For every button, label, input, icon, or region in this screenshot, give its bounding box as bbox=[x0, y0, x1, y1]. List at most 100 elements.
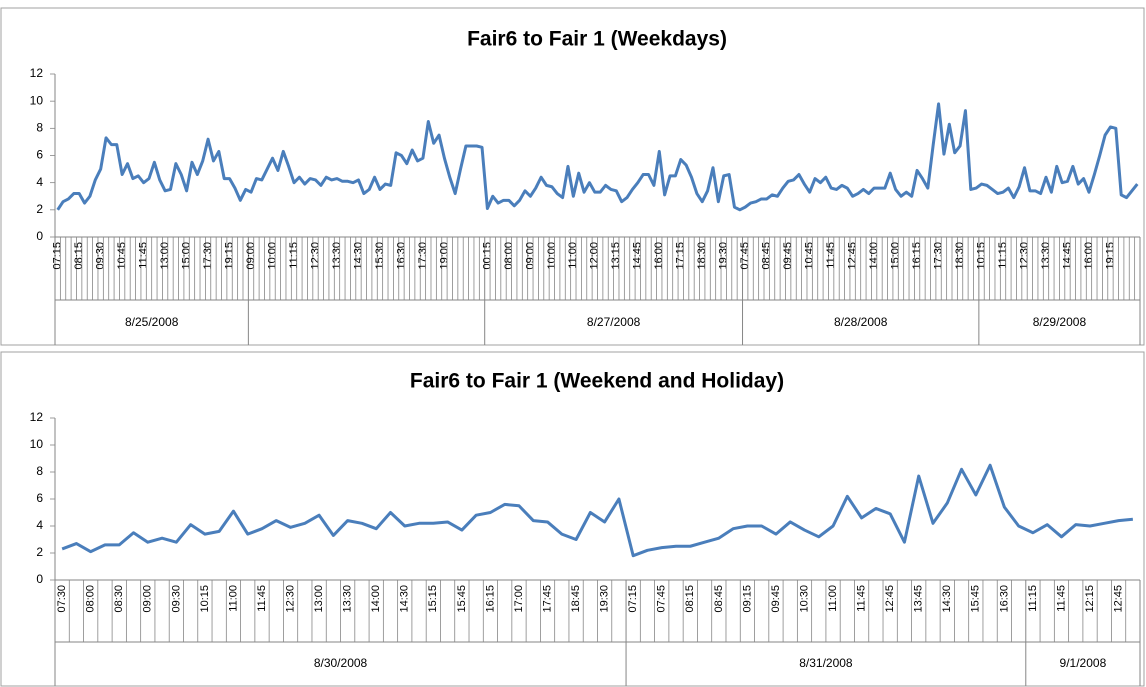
data-line bbox=[56, 102, 1139, 212]
x-tick-label: 17:30 bbox=[417, 242, 429, 270]
x-tick-label: 14:00 bbox=[868, 242, 880, 270]
x-tick-label: 13:45 bbox=[913, 585, 925, 613]
x-tick-label: 10:45 bbox=[804, 242, 816, 270]
x-tick-label: 14:30 bbox=[399, 585, 411, 613]
x-tick-label: 16:15 bbox=[911, 242, 923, 270]
x-tick-label: 12:30 bbox=[309, 242, 321, 270]
x-tick-label: 07:30 bbox=[56, 585, 68, 613]
x-tick-label: 14:00 bbox=[370, 585, 382, 613]
x-tick-label: 10:30 bbox=[798, 585, 810, 613]
x-tick-label: 19:30 bbox=[599, 585, 611, 613]
x-tick-label: 15:00 bbox=[890, 242, 902, 270]
x-tick-label: 15:45 bbox=[456, 585, 468, 613]
x-tick-label: 11:15 bbox=[1027, 585, 1039, 612]
x-tick-label: 18:30 bbox=[696, 242, 708, 270]
chart-panel bbox=[0, 351, 1145, 687]
y-tick-label: 6 bbox=[36, 491, 43, 505]
x-tick-label: 12:00 bbox=[589, 242, 601, 270]
x-tick-label: 14:30 bbox=[352, 242, 364, 270]
x-tick-label: 11:45 bbox=[138, 242, 150, 269]
x-tick-label: 17:00 bbox=[513, 585, 525, 613]
x-tick-label: 11:00 bbox=[227, 585, 239, 612]
x-tick-label: 17:15 bbox=[675, 242, 687, 270]
y-tick-label: 4 bbox=[36, 175, 43, 189]
x-tick-label: 12:30 bbox=[1018, 242, 1030, 270]
y-tick-label: 0 bbox=[36, 229, 43, 243]
x-tick-label: 09:45 bbox=[770, 585, 782, 613]
x-tick-label: 10:15 bbox=[975, 242, 987, 270]
x-tick-label: 11:15 bbox=[997, 242, 1009, 269]
x-tick-label: 19:00 bbox=[438, 242, 450, 270]
x-tick-label: 16:30 bbox=[998, 585, 1010, 613]
y-tick-label: 12 bbox=[30, 66, 44, 80]
x-tick-label: 14:45 bbox=[1061, 242, 1073, 270]
x-tick-label: 09:00 bbox=[245, 242, 257, 270]
x-tick-label: 13:15 bbox=[610, 242, 622, 270]
group-label: 8/25/2008 bbox=[125, 315, 179, 329]
group-label: 8/27/2008 bbox=[587, 315, 641, 329]
y-tick-label: 4 bbox=[36, 518, 43, 532]
x-tick-label: 18:45 bbox=[570, 585, 582, 613]
x-tick-label: 12:45 bbox=[847, 242, 859, 270]
x-tick-label: 12:45 bbox=[1112, 585, 1124, 613]
x-tick-label: 07:45 bbox=[739, 242, 751, 270]
x-tick-label: 07:45 bbox=[656, 585, 668, 613]
x-tick-label: 17:45 bbox=[541, 585, 553, 613]
x-tick-label: 11:45 bbox=[256, 585, 268, 612]
y-tick-label: 12 bbox=[30, 410, 44, 424]
x-tick-label: 19:30 bbox=[718, 242, 730, 270]
group-label: 8/29/2008 bbox=[1033, 315, 1087, 329]
y-tick-label: 0 bbox=[36, 572, 43, 586]
x-tick-label: 11:45 bbox=[856, 585, 868, 612]
x-tick-label: 16:00 bbox=[1083, 242, 1095, 270]
y-tick-label: 2 bbox=[36, 545, 43, 559]
x-tick-label: 18:30 bbox=[954, 242, 966, 270]
x-tick-label: 08:30 bbox=[113, 585, 125, 613]
data-line bbox=[61, 463, 1134, 558]
x-tick-label: 11:45 bbox=[825, 242, 837, 269]
group-label: 9/1/2008 bbox=[1060, 656, 1107, 670]
x-tick-label: 16:00 bbox=[653, 242, 665, 270]
x-tick-label: 15:00 bbox=[181, 242, 193, 270]
x-tick-label: 10:00 bbox=[546, 242, 558, 270]
x-tick-label: 08:15 bbox=[684, 585, 696, 613]
chart-title: Fair6 to Fair 1 (Weekend and Holiday) bbox=[410, 370, 784, 393]
y-tick-label: 10 bbox=[30, 93, 44, 107]
x-tick-label: 13:30 bbox=[1040, 242, 1052, 270]
x-tick-label: 08:45 bbox=[713, 585, 725, 613]
x-tick-label: 11:15 bbox=[288, 242, 300, 269]
x-tick-label: 08:45 bbox=[761, 242, 773, 270]
x-tick-label: 07:15 bbox=[627, 585, 639, 613]
x-tick-label: 14:30 bbox=[941, 585, 953, 613]
group-label: 8/31/2008 bbox=[799, 656, 853, 670]
x-tick-label: 13:00 bbox=[313, 585, 325, 613]
x-tick-label: 14:45 bbox=[632, 242, 644, 270]
x-tick-label: 07:15 bbox=[52, 242, 64, 270]
x-tick-label: 08:15 bbox=[73, 242, 85, 270]
x-tick-label: 17:30 bbox=[202, 242, 214, 270]
y-tick-label: 10 bbox=[30, 437, 44, 451]
x-tick-label: 16:15 bbox=[484, 585, 496, 613]
x-tick-label: 12:45 bbox=[884, 585, 896, 613]
x-tick-label: 16:30 bbox=[395, 242, 407, 270]
y-tick-label: 2 bbox=[36, 202, 43, 216]
x-tick-label: 15:45 bbox=[970, 585, 982, 613]
x-tick-label: 15:15 bbox=[427, 585, 439, 613]
x-tick-label: 15:30 bbox=[374, 242, 386, 270]
x-tick-label: 08:00 bbox=[85, 585, 97, 613]
x-tick-label: 09:00 bbox=[142, 585, 154, 613]
x-tick-label: 09:30 bbox=[170, 585, 182, 613]
x-tick-label: 10:15 bbox=[199, 585, 211, 613]
x-tick-label: 13:30 bbox=[342, 585, 354, 613]
x-tick-label: 09:30 bbox=[95, 242, 107, 270]
y-tick-label: 8 bbox=[36, 464, 43, 478]
chart-title: Fair6 to Fair 1 (Weekdays) bbox=[467, 28, 727, 51]
x-tick-label: 19:15 bbox=[1104, 242, 1116, 270]
x-tick-label: 11:45 bbox=[1055, 585, 1067, 612]
x-tick-label: 12:30 bbox=[284, 585, 296, 613]
x-tick-label: 13:30 bbox=[331, 242, 343, 270]
chart-panel bbox=[0, 7, 1145, 346]
x-tick-label: 13:00 bbox=[159, 242, 171, 270]
group-label: 8/30/2008 bbox=[314, 656, 368, 670]
